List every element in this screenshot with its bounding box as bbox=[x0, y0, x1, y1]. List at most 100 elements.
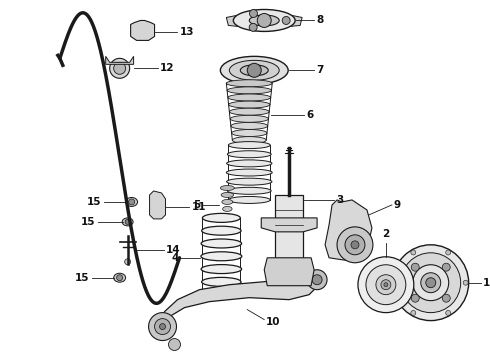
Ellipse shape bbox=[232, 137, 266, 144]
Text: 15: 15 bbox=[87, 197, 102, 207]
Circle shape bbox=[117, 275, 122, 281]
Ellipse shape bbox=[227, 187, 271, 194]
Ellipse shape bbox=[229, 101, 270, 108]
Circle shape bbox=[411, 250, 416, 255]
Circle shape bbox=[463, 280, 468, 285]
Text: 10: 10 bbox=[266, 316, 281, 327]
Ellipse shape bbox=[228, 197, 270, 203]
Circle shape bbox=[247, 63, 261, 77]
Circle shape bbox=[411, 263, 419, 271]
Circle shape bbox=[307, 270, 327, 290]
Circle shape bbox=[384, 283, 388, 287]
Text: 4: 4 bbox=[171, 253, 178, 263]
Circle shape bbox=[125, 219, 130, 224]
Circle shape bbox=[393, 245, 468, 321]
Text: 15: 15 bbox=[81, 217, 96, 227]
Circle shape bbox=[358, 257, 414, 312]
Ellipse shape bbox=[222, 199, 233, 204]
Ellipse shape bbox=[202, 290, 240, 299]
Circle shape bbox=[139, 26, 147, 35]
Ellipse shape bbox=[202, 213, 240, 222]
Ellipse shape bbox=[228, 94, 270, 101]
Text: 13: 13 bbox=[179, 27, 194, 37]
Text: 12: 12 bbox=[160, 63, 174, 73]
Ellipse shape bbox=[232, 130, 267, 136]
Polygon shape bbox=[226, 15, 238, 26]
Circle shape bbox=[160, 324, 166, 329]
Circle shape bbox=[393, 280, 398, 285]
Circle shape bbox=[312, 275, 322, 285]
Ellipse shape bbox=[223, 213, 231, 219]
Text: 5: 5 bbox=[193, 200, 200, 210]
Circle shape bbox=[285, 270, 293, 278]
Circle shape bbox=[114, 62, 125, 74]
Text: 6: 6 bbox=[306, 110, 314, 120]
Ellipse shape bbox=[226, 80, 272, 87]
Ellipse shape bbox=[227, 87, 271, 94]
Circle shape bbox=[411, 310, 416, 315]
Circle shape bbox=[110, 58, 130, 78]
Polygon shape bbox=[264, 258, 314, 286]
Ellipse shape bbox=[220, 57, 288, 84]
Circle shape bbox=[337, 227, 373, 263]
Polygon shape bbox=[106, 57, 134, 64]
Polygon shape bbox=[149, 191, 166, 219]
Polygon shape bbox=[290, 15, 302, 26]
Circle shape bbox=[421, 273, 441, 293]
Text: 14: 14 bbox=[166, 245, 180, 255]
Ellipse shape bbox=[226, 160, 272, 167]
Ellipse shape bbox=[227, 151, 271, 158]
Circle shape bbox=[129, 199, 135, 205]
Circle shape bbox=[442, 294, 450, 302]
Polygon shape bbox=[261, 218, 317, 232]
Circle shape bbox=[257, 13, 271, 27]
Text: 8: 8 bbox=[316, 15, 323, 26]
Ellipse shape bbox=[226, 178, 272, 185]
Ellipse shape bbox=[249, 15, 279, 26]
Circle shape bbox=[401, 253, 461, 312]
Ellipse shape bbox=[114, 273, 125, 282]
Ellipse shape bbox=[201, 265, 242, 274]
Circle shape bbox=[446, 310, 451, 315]
Text: 11: 11 bbox=[192, 202, 206, 212]
Circle shape bbox=[411, 294, 419, 302]
Ellipse shape bbox=[226, 169, 272, 176]
Circle shape bbox=[426, 278, 436, 288]
Ellipse shape bbox=[229, 60, 279, 80]
Text: 7: 7 bbox=[316, 65, 323, 75]
Circle shape bbox=[154, 319, 171, 334]
Circle shape bbox=[169, 338, 180, 351]
Circle shape bbox=[153, 198, 162, 206]
Circle shape bbox=[376, 275, 396, 295]
Circle shape bbox=[148, 312, 176, 341]
Ellipse shape bbox=[202, 226, 241, 235]
Ellipse shape bbox=[201, 239, 242, 248]
Ellipse shape bbox=[222, 206, 232, 211]
Ellipse shape bbox=[240, 65, 268, 76]
Circle shape bbox=[153, 208, 162, 216]
FancyBboxPatch shape bbox=[275, 195, 303, 265]
Ellipse shape bbox=[231, 122, 268, 129]
Circle shape bbox=[249, 23, 257, 31]
Text: 3: 3 bbox=[336, 195, 343, 205]
Circle shape bbox=[124, 259, 131, 265]
Ellipse shape bbox=[202, 278, 241, 286]
Ellipse shape bbox=[122, 218, 133, 226]
Ellipse shape bbox=[221, 193, 234, 197]
Text: 9: 9 bbox=[394, 200, 401, 210]
Circle shape bbox=[345, 235, 365, 255]
Ellipse shape bbox=[220, 185, 234, 190]
Text: 15: 15 bbox=[75, 273, 90, 283]
Circle shape bbox=[413, 265, 449, 301]
Circle shape bbox=[281, 266, 297, 282]
Ellipse shape bbox=[229, 108, 269, 115]
Ellipse shape bbox=[233, 9, 295, 31]
Ellipse shape bbox=[201, 252, 242, 261]
Circle shape bbox=[249, 9, 257, 18]
Ellipse shape bbox=[230, 115, 269, 122]
Circle shape bbox=[282, 17, 290, 24]
Text: 2: 2 bbox=[382, 229, 390, 239]
Ellipse shape bbox=[228, 141, 270, 149]
Circle shape bbox=[381, 280, 391, 290]
Circle shape bbox=[366, 265, 406, 305]
